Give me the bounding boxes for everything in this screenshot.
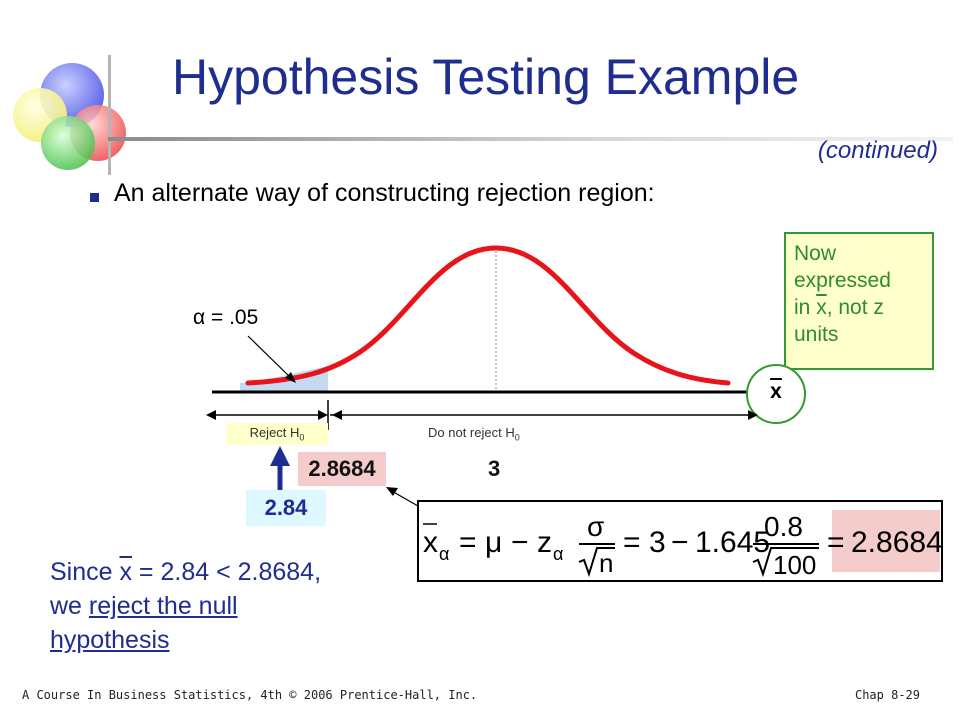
reject-label-sub: 0 [299, 432, 305, 443]
alpha-label: α = .05 [193, 306, 259, 329]
conclusion-line-2: we reject the null [50, 589, 321, 623]
title-vertical-rule [108, 55, 111, 175]
formula-eq2: = [623, 526, 641, 559]
do-not-reject-label-text: Do not reject H [428, 425, 515, 440]
conclusion-line-1: Since x = 2.84 < 2.8684, [50, 555, 321, 589]
slide-title: Hypothesis Testing Example [172, 49, 800, 105]
axis-variable-label: x [770, 380, 782, 403]
formula-sigma: σ [587, 511, 604, 542]
circles-logo-icon [13, 63, 126, 170]
note-line-1: Now [794, 242, 837, 265]
reject-label-text: Reject H [249, 425, 300, 440]
formula-den: 100 [773, 550, 816, 580]
note-line-2: expressed [794, 269, 891, 292]
conclusion-since: Since [50, 558, 120, 586]
conclusion-xbar: x [119, 558, 132, 586]
conclusion-we: we [50, 592, 89, 620]
sqrt-sign-2 [752, 547, 819, 578]
formula-zval: 1.645 [695, 526, 770, 559]
axis-variable-circle [746, 364, 806, 424]
do-not-reject-label: Do not reject H0 [428, 425, 520, 443]
do-not-reject-arrow-left-head [332, 410, 342, 420]
note-line-3-post: , not z [826, 296, 884, 319]
reject-arrow-left-head [206, 410, 216, 420]
continued-label: (continued) [817, 137, 938, 164]
formula-z-sub: α [553, 544, 563, 564]
note-xbar: x [816, 296, 827, 319]
do-not-reject-label-sub: 0 [514, 432, 520, 443]
bullet-square-icon [90, 193, 99, 202]
bullet-text: An alternate way of constructing rejecti… [114, 179, 655, 207]
note-box: Now expressed in x, not z units [784, 232, 934, 370]
arrow-up-head [270, 446, 290, 466]
chapter-page-number: Chap 8-29 [854, 688, 920, 702]
note-line-3-pre: in [794, 296, 817, 319]
mean-value-label: 3 [488, 456, 501, 481]
note-line-3: in x, not z [794, 294, 924, 321]
formula-mu: μ [485, 526, 502, 559]
footer-credit: A Course In Business Statistics, 4th © 2… [22, 688, 478, 702]
alpha-pointer-head [285, 372, 296, 383]
conclusion-text: Since x = 2.84 < 2.8684, we reject the n… [50, 555, 321, 657]
result-highlight [832, 510, 940, 572]
formula-lhs-var: x [423, 526, 438, 559]
conclusion-rest: = 2.84 < 2.8684, [131, 558, 322, 586]
conclusion-reject-1: reject the null [88, 592, 238, 620]
conclusion-line-3: hypothesis [50, 623, 321, 657]
sqrt-sign-1 [578, 547, 615, 578]
critical-value-box: 2.8684 [298, 452, 386, 486]
formula-eq3: = [827, 526, 845, 559]
formula-svg: x α = μ − z α σ n = 3 − 1.645 0.8 100 = … [423, 510, 943, 580]
formula-eq1: = [459, 526, 477, 559]
formula-z: z [537, 526, 552, 559]
do-not-reject-arrow-right-head [748, 410, 758, 420]
reject-arrow-right-head [318, 410, 328, 420]
formula-n: n [599, 548, 613, 578]
formula-box: x α = μ − z α σ n = 3 − 1.645 0.8 100 = … [417, 500, 943, 582]
formula-result: 2.8684 [851, 526, 941, 559]
formula-pointer-head [386, 487, 398, 496]
normal-curve [245, 245, 731, 386]
formula-mean: 3 [649, 526, 666, 559]
formula-minus1: − [511, 526, 529, 559]
title-underline-rule [108, 137, 953, 141]
note-line-4: units [794, 323, 839, 346]
conclusion-reject-2: hypothesis [50, 626, 170, 654]
formula-minus2: − [671, 526, 689, 559]
observed-value-box: 2.84 [246, 490, 326, 526]
formula-lhs-sub: α [439, 544, 449, 564]
formula-num: 0.8 [764, 511, 803, 542]
alpha-pointer [247, 335, 293, 380]
reject-label: Reject H0 [226, 423, 328, 445]
